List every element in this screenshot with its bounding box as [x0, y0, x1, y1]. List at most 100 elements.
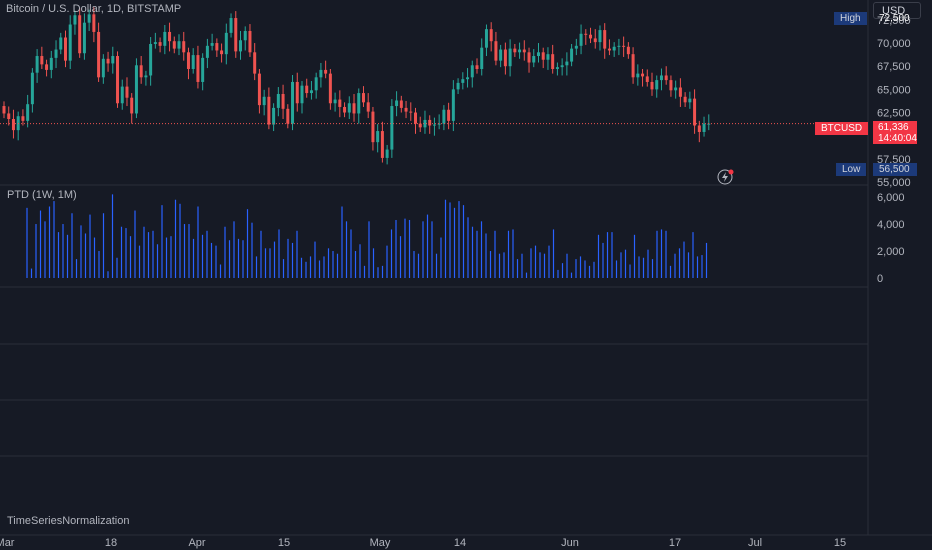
candle-body — [518, 49, 522, 53]
candle-body — [111, 56, 115, 64]
candle-body — [522, 49, 526, 53]
candle-body — [87, 14, 91, 23]
candle-body — [607, 48, 611, 51]
candle-body — [683, 96, 687, 103]
indicator-tick-label: 2,000 — [877, 246, 905, 258]
candle-body — [622, 45, 626, 47]
candle-body — [494, 41, 498, 61]
candle-body — [560, 65, 564, 68]
time-tick-label: 17 — [669, 537, 681, 549]
candle-body — [7, 113, 11, 120]
candle-body — [352, 103, 356, 114]
candle-body — [574, 45, 578, 49]
price-tick-label: 67,500 — [877, 61, 911, 73]
candle-body — [163, 31, 167, 46]
candle-body — [196, 55, 200, 82]
candle-body — [503, 49, 507, 67]
candle-body — [631, 54, 635, 78]
candle-body — [428, 119, 432, 126]
candle-body — [409, 111, 413, 113]
candle-body — [59, 37, 63, 50]
candle-body — [579, 33, 583, 46]
candle-body — [636, 73, 640, 78]
candle-body — [551, 54, 555, 69]
candle-body — [584, 33, 588, 35]
lightning-icon[interactable] — [717, 169, 734, 185]
countdown: 14:40:04 — [878, 133, 917, 144]
candle-body — [655, 80, 659, 90]
candle-body — [11, 119, 15, 131]
candle-body — [319, 69, 323, 78]
candle-body — [565, 61, 569, 66]
candle-body — [404, 107, 408, 112]
candle-body — [215, 43, 219, 51]
candle-body — [641, 73, 645, 77]
candle-body — [139, 65, 143, 78]
price-tick-label: 62,500 — [877, 108, 911, 120]
price-tick-label: 70,000 — [877, 38, 911, 50]
candle-body — [68, 24, 72, 61]
candle-body — [451, 89, 455, 121]
candle-body — [324, 69, 328, 74]
candle-body — [210, 43, 214, 46]
candle-body — [158, 42, 162, 46]
candle-body — [144, 75, 148, 78]
high-label-badge: High — [834, 12, 867, 25]
candle-body — [423, 119, 427, 128]
time-tick-label: 15 — [834, 537, 846, 549]
candle-body — [650, 81, 654, 90]
candle-body — [276, 94, 280, 108]
candle-body — [603, 30, 607, 49]
last-price-box: 61,336 14:40:04 — [873, 121, 917, 144]
candle-body — [257, 73, 261, 106]
candle-body — [527, 52, 531, 63]
footer-label: TimeSeriesNormalization — [7, 515, 130, 527]
candle-body — [281, 94, 285, 109]
candle-body — [508, 48, 512, 67]
candle-body — [470, 65, 474, 78]
candle-body — [224, 32, 228, 55]
candle-body — [338, 99, 342, 107]
candle-body — [300, 85, 304, 104]
indicator-tick-label: 6,000 — [877, 192, 905, 204]
candle-body — [182, 41, 186, 53]
candle-body — [234, 18, 238, 52]
currency-button[interactable]: USD — [873, 2, 921, 19]
candle-body — [267, 96, 271, 125]
candle-body — [54, 49, 58, 58]
time-tick-label: May — [370, 537, 391, 549]
candle-body — [305, 85, 309, 94]
lightning-ring — [717, 169, 733, 185]
indicator-tick-label: 0 — [877, 273, 883, 285]
candle-body — [116, 56, 120, 104]
candle-body — [395, 100, 399, 107]
candle-body — [437, 123, 441, 125]
time-tick-label: 14 — [454, 537, 466, 549]
candle-body — [291, 81, 295, 124]
high-value: 72,500 — [879, 13, 910, 24]
candle-body — [484, 29, 488, 48]
candle-body — [177, 41, 181, 49]
symbol-badge: BTCUSD — [815, 122, 869, 135]
candle-body — [598, 30, 602, 43]
low-label-badge: Low — [836, 163, 867, 176]
candle-body — [366, 102, 370, 112]
candle-body — [380, 131, 384, 158]
candle-body — [239, 40, 242, 52]
candle-body — [376, 131, 380, 143]
candle-body — [593, 38, 597, 43]
candle-body — [688, 98, 692, 103]
candle-body — [201, 57, 205, 82]
price-tick-label: 65,000 — [877, 84, 911, 96]
candle-body — [45, 64, 49, 70]
indicator-tick-label: 4,000 — [877, 219, 905, 231]
candle-body — [168, 31, 172, 42]
candle-body — [489, 29, 493, 42]
candle-body — [480, 47, 484, 69]
candle-body — [589, 34, 593, 39]
candle-body — [262, 96, 266, 106]
candle-body — [513, 48, 517, 53]
candle-body — [191, 55, 195, 69]
lightning-dot — [728, 169, 734, 175]
